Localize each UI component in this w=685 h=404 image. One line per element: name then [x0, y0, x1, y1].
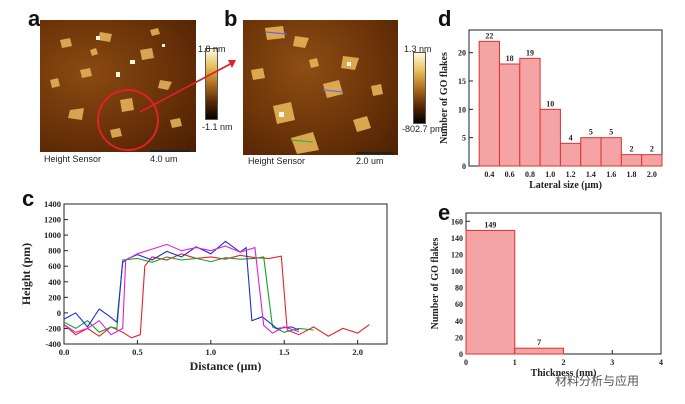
series-line-green [63, 256, 314, 333]
y-axis-label: Height (pm) [19, 243, 33, 305]
panel-label-c: c [22, 186, 35, 211]
y-tick-label: 1200 [44, 215, 61, 225]
panel-b-caption-right: 2.0 um [356, 156, 384, 166]
x-tick-label: 1.0 [206, 347, 217, 357]
x-tick-label: 0.4 [484, 170, 494, 179]
y-tick-label: 200 [48, 292, 61, 302]
y-axis-label: Number of GO flakes [439, 52, 450, 144]
y-tick-label: 0 [462, 162, 466, 171]
bar [465, 229, 516, 355]
y-axis-label: Number of GO flakes [430, 238, 441, 330]
y-tick-label: 800 [48, 246, 61, 256]
series-line-blue [63, 240, 300, 331]
bar-data-label: 18 [506, 54, 514, 63]
bar-data-label: 4 [569, 133, 573, 142]
x-tick-label: 0.8 [525, 170, 535, 179]
bar [600, 137, 622, 167]
x-tick-label: 2 [562, 358, 566, 367]
y-tick-label: 0 [459, 350, 463, 359]
y-tick-label: 60 [455, 300, 463, 309]
y-tick-label: 100 [451, 267, 463, 276]
x-tick-label: 1.4 [586, 170, 596, 179]
x-tick-label: 1.6 [606, 170, 616, 179]
x-tick-label: 3 [610, 358, 614, 367]
bar [641, 154, 663, 167]
y-tick-label: 40 [455, 317, 463, 326]
bar-data-label: 5 [589, 128, 593, 137]
y-tick-label: 20 [455, 333, 463, 342]
panel-a-caption-left: Height Sensor [44, 154, 102, 164]
y-tick-label: 600 [48, 261, 61, 271]
bar-data-label: 10 [546, 99, 554, 108]
bar-data-label: 2 [650, 145, 654, 154]
y-tick-label: 15 [458, 77, 466, 86]
colorbar-b-max: 1.3 nm [404, 44, 432, 54]
y-tick-label: 140 [451, 234, 463, 243]
x-axis-label: Distance (μm) [190, 359, 262, 373]
y-tick-label: 5 [462, 134, 466, 143]
y-tick-label: 10 [458, 105, 466, 114]
bar-data-label: 5 [609, 128, 613, 137]
plot-frame [63, 203, 388, 345]
series-line-magenta [63, 243, 300, 336]
panel-b-caption-left: Height Sensor [248, 156, 306, 166]
colorbar-a [205, 48, 218, 120]
x-tick-label: 1.2 [566, 170, 576, 179]
bar-data-label: 149 [484, 220, 496, 229]
y-tick-label: -400 [45, 339, 61, 349]
panel-label-d: d [438, 6, 452, 31]
x-tick-label: 1 [513, 358, 517, 367]
watermark: 材料分析与应用 [555, 374, 640, 388]
y-tick-label: -200 [45, 323, 61, 333]
x-tick-label: 0 [464, 358, 468, 367]
x-tick-label: 0.6 [505, 170, 515, 179]
bar-data-label: 7 [537, 338, 541, 347]
y-tick-label: 400 [48, 277, 61, 287]
panel-label-a: a [28, 6, 41, 31]
scale-bar-b [356, 152, 394, 154]
x-tick-label: 2.0 [647, 170, 657, 179]
y-tick-label: 1400 [44, 199, 61, 209]
afm-flakes-a [50, 28, 182, 151]
colorbar-b [413, 52, 426, 124]
colorbar-a-min: -1.1 nm [202, 122, 233, 132]
y-tick-label: 80 [455, 284, 463, 293]
bar [514, 347, 564, 355]
highlight-circle [97, 89, 159, 151]
bar [539, 108, 561, 167]
scale-bar-a [150, 150, 190, 152]
x-tick-label: 1.8 [627, 170, 637, 179]
colorbar-b-min: -802.7 pm [402, 124, 443, 134]
x-tick-label: 4 [659, 358, 663, 367]
y-tick-label: 0 [57, 308, 61, 318]
x-tick-label: 1.0 [545, 170, 555, 179]
bar-data-label: 22 [485, 31, 493, 40]
afm-image-a [40, 20, 196, 152]
y-tick-label: 20 [458, 49, 466, 58]
x-tick-label: 1.5 [279, 347, 290, 357]
x-axis-label: Thickness (nm) [531, 368, 597, 379]
bar-data-label: 2 [630, 145, 634, 154]
afm-image-b [243, 20, 398, 155]
colorbar-a-max: 1.8 nm [198, 44, 226, 54]
x-tick-label: 2.0 [352, 347, 363, 357]
y-tick-label: 120 [451, 250, 463, 259]
afm-flakes-b [251, 26, 383, 154]
panel-label-e: e [438, 200, 451, 225]
y-tick-label: 160 [451, 217, 463, 226]
x-axis-label: Lateral size (μm) [529, 180, 602, 191]
bar-data-label: 19 [526, 48, 534, 57]
panel-a-caption-right: 4.0 um [150, 154, 178, 164]
x-tick-label: 0.0 [59, 347, 70, 357]
panel-label-b: b [224, 6, 238, 31]
y-tick-label: 1000 [44, 230, 61, 240]
x-tick-label: 0.5 [132, 347, 143, 357]
